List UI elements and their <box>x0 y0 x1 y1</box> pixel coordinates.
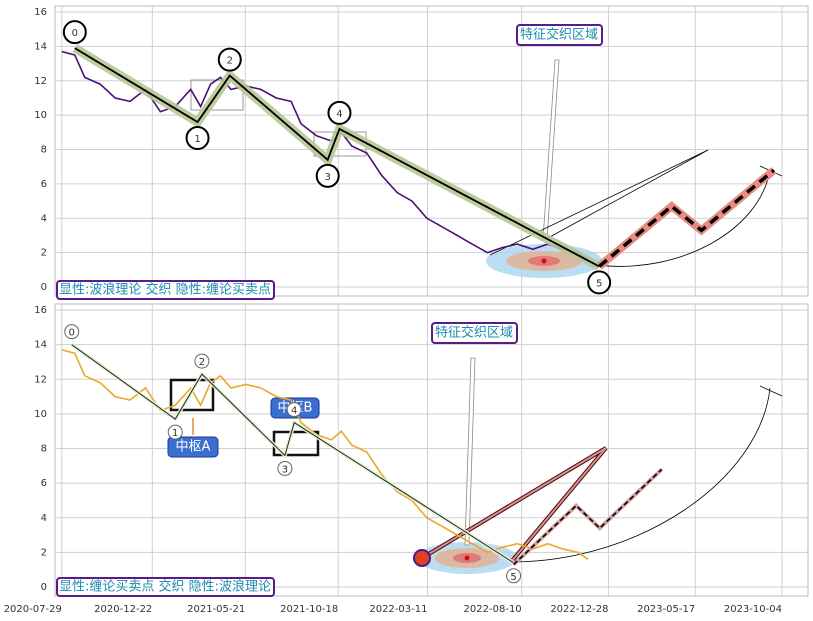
wave-point-marker <box>217 47 242 72</box>
wave-point-label: 5 <box>510 572 516 583</box>
annotation: 显性:缠论买卖点 交织 隐性:波浪理论 <box>59 579 271 595</box>
x-tick-label: 2021-10-18 <box>280 604 338 615</box>
wave-point-marker <box>64 324 80 340</box>
wave-point-label: 3 <box>325 172 331 183</box>
y-tick-label: 4 <box>41 513 47 524</box>
wave-point-label: 0 <box>69 328 75 339</box>
wave-point-label: 2 <box>199 357 205 368</box>
wave-point-label: 2 <box>227 56 233 67</box>
y-tick-label: 6 <box>41 179 47 190</box>
decorations <box>169 59 783 574</box>
x-tick-label: 2020-12-22 <box>94 604 152 615</box>
y-tick-label: 8 <box>41 444 47 455</box>
wave-point-marker <box>506 568 522 584</box>
annotation: 特征交织区域 <box>520 27 598 43</box>
x-tick-label: 2021-05-21 <box>187 604 245 615</box>
label-box <box>167 436 219 458</box>
x-tick-label: 2020-07-29 <box>4 604 62 615</box>
annotation-box <box>56 577 275 597</box>
y-tick-label: 2 <box>41 248 47 259</box>
projection-line <box>513 468 663 566</box>
wave-line <box>71 344 514 564</box>
y-tick-label: 0 <box>41 282 47 293</box>
wave-point-label: 3 <box>282 464 288 475</box>
annotation-box <box>56 280 275 300</box>
y-tick-label: 6 <box>41 478 47 489</box>
annotation-box <box>431 322 518 344</box>
y-tick-label: 0 <box>41 582 47 593</box>
wave-point-label: 5 <box>596 278 602 289</box>
wave-point-label: 1 <box>172 428 178 439</box>
wave-point-marker <box>167 424 183 440</box>
y-tick-label: 14 <box>34 41 47 52</box>
wave-point-marker <box>62 20 87 45</box>
annotation: 显性:波浪理论 交织 隐性:缠论买卖点 <box>59 282 271 298</box>
y-tick-label: 12 <box>34 374 47 385</box>
x-tick-label: 2023-10-04 <box>724 604 782 615</box>
wave-point-marker <box>327 100 352 125</box>
annotation-box <box>516 24 603 46</box>
annotation: 特征交织区域 <box>435 325 513 341</box>
wave-point-marker <box>315 163 340 188</box>
y-tick-label: 10 <box>34 409 47 420</box>
x-tick-label: 2022-03-11 <box>369 604 427 615</box>
panel-top <box>54 5 809 297</box>
y-tick-label: 16 <box>34 7 47 18</box>
y-tick-label: 8 <box>41 145 47 156</box>
y-tick-label: 14 <box>34 340 47 351</box>
wave-point-label: 1 <box>194 134 200 145</box>
wave-point-marker <box>587 270 612 295</box>
x-tick-label: 2023-05-17 <box>637 604 695 615</box>
wave-point-marker <box>194 353 210 369</box>
y-tick-label: 16 <box>34 305 47 316</box>
y-tick-label: 2 <box>41 547 47 558</box>
wave-point-marker <box>286 402 302 418</box>
y-tick-label: 10 <box>34 110 47 121</box>
wave-point-label: 4 <box>291 406 297 417</box>
y-tick-label: 4 <box>41 213 47 224</box>
wave-point-marker <box>185 126 210 151</box>
wave-point-marker <box>277 460 293 476</box>
y-tick-label: 12 <box>34 76 47 87</box>
x-tick-label: 2022-08-10 <box>464 604 522 615</box>
x-tick-label: 2022-12-28 <box>550 604 608 615</box>
projection-line <box>598 168 776 268</box>
zhongshu-label: 中枢A <box>176 440 211 455</box>
wave-line <box>74 47 600 268</box>
wave-point-label: 0 <box>72 28 78 39</box>
wave-point-label: 4 <box>336 109 342 120</box>
